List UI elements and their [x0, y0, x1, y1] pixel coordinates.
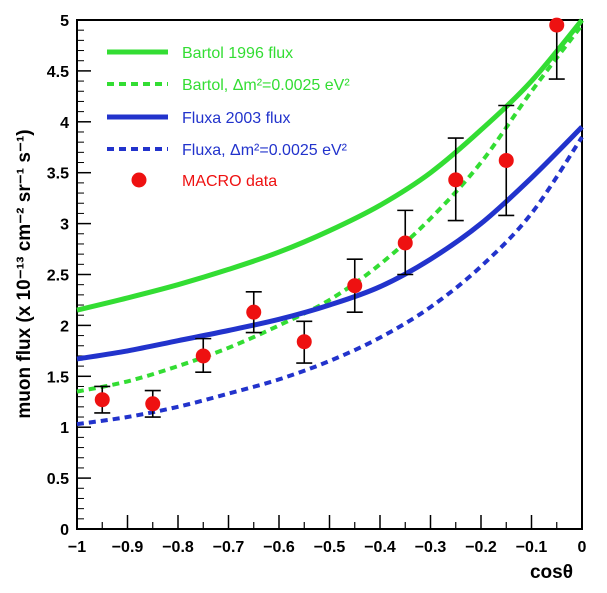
series-line-2: [76, 125, 584, 362]
y-tick-label: 1.5: [47, 369, 69, 386]
macro-data-point: [94, 392, 110, 408]
y-tick-label: 5: [60, 13, 69, 30]
y-tick-label: 4.5: [47, 64, 69, 81]
tick-marks: [76, 19, 583, 530]
macro-data-point: [397, 235, 413, 251]
y-tick-label: 1: [60, 420, 69, 437]
x-tick-label: −0.7: [213, 539, 245, 556]
x-tick-label: −0.9: [112, 539, 144, 556]
x-tick-label: −0.8: [162, 539, 194, 556]
x-tick-label: −0.1: [516, 539, 548, 556]
x-tick-label: −0.2: [465, 539, 497, 556]
macro-data-point: [195, 348, 211, 364]
legend-marker: [131, 172, 147, 188]
y-tick-label: 2: [60, 318, 69, 335]
legend-label: Fluxa 2003 flux: [182, 110, 291, 127]
y-tick-label: 4: [60, 115, 69, 132]
x-tick-label: −0.3: [415, 539, 447, 556]
y-tick-labels: 0 0.5 1 1.5 2 2.5 3 3.5 4 4.5 5: [47, 13, 69, 539]
y-tick-label: 2.5: [47, 268, 69, 285]
y-tick-label: 0: [60, 522, 69, 539]
y-tick-label: 0.5: [47, 471, 69, 488]
x-axis-title: cosθ: [530, 562, 573, 583]
legend-label: MACRO data: [182, 173, 277, 190]
x-tick-label: −1: [68, 539, 86, 556]
legend-label: Fluxa, Δm²=0.0025 eV²: [182, 142, 348, 159]
y-tick-label: 3: [60, 217, 69, 234]
y-tick-label: 3.5: [47, 166, 69, 183]
plot-frame: [76, 19, 583, 530]
x-tick-label: −0.5: [314, 539, 346, 556]
data-points: [94, 17, 565, 418]
series-line-1: [76, 23, 584, 394]
x-tick-label: −0.4: [364, 539, 396, 556]
series-lines: [76, 18, 584, 427]
macro-data-point: [347, 278, 363, 294]
macro-data-point: [549, 17, 565, 33]
y-axis-title: muon flux (x 10⁻¹³ cm⁻² sr⁻¹ s⁻¹): [14, 129, 35, 418]
legend-label: Bartol, Δm²=0.0025 eV²: [182, 77, 350, 94]
legend: Bartol 1996 flux Bartol, Δm²=0.0025 eV² Fl…: [107, 45, 350, 190]
x-tick-labels: −1 −0.9 −0.8 −0.7 −0.6 −0.5 −0.4 −0.3 −0.2 −0.1 0: [68, 539, 587, 556]
x-tick-label: 0: [578, 539, 587, 556]
x-tick-label: −0.6: [263, 539, 295, 556]
macro-data-point: [296, 334, 312, 350]
macro-data-point: [448, 172, 464, 188]
macro-data-point: [246, 304, 262, 320]
macro-data-point: [498, 152, 514, 168]
legend-label: Bartol 1996 flux: [182, 45, 293, 62]
series-line-3: [76, 135, 584, 427]
series-line-0: [76, 18, 584, 313]
macro-data-point: [145, 396, 161, 412]
